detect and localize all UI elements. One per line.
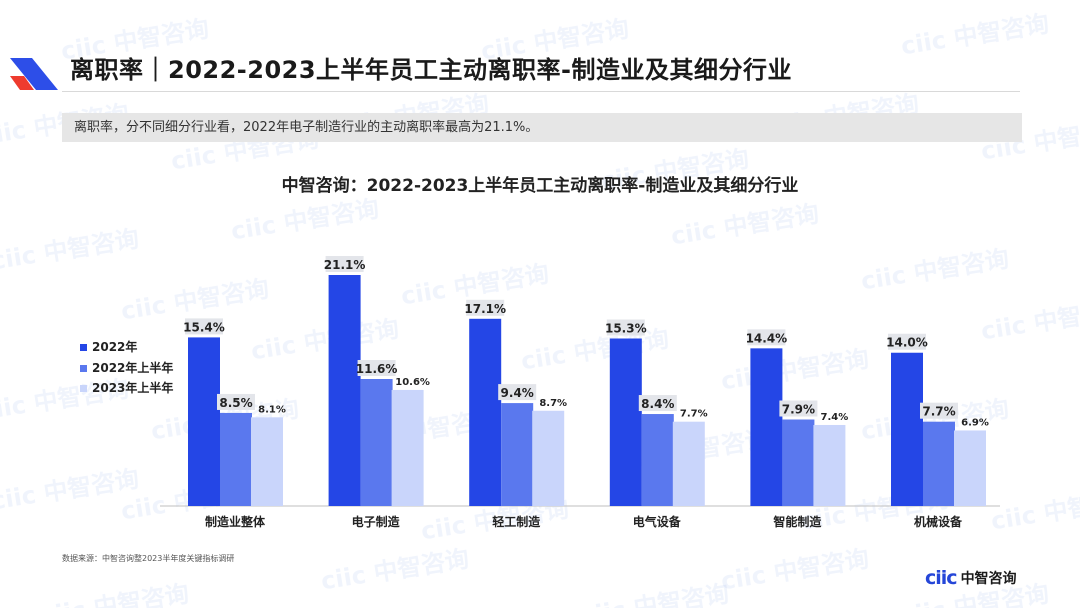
data-label: 17.1%	[464, 302, 506, 316]
bar-3-6	[954, 430, 986, 506]
summary-box: 离职率，分不同细分行业看，2022年电子制造行业的主动离职率最高为21.1%。	[62, 113, 1022, 142]
bar-2-5	[782, 419, 815, 506]
data-label-bg	[747, 329, 786, 346]
category-label: 轻工制造	[492, 514, 541, 529]
data-label-bg	[779, 400, 818, 417]
bar-3-2	[391, 389, 424, 506]
data-label-bg	[357, 360, 396, 377]
bar-2-2	[360, 379, 393, 506]
brand-name: 中智咨询	[960, 571, 1017, 587]
chart-title: 中智咨询：2022-2023上半年员工主动离职率-制造业及其细分行业	[281, 176, 799, 196]
data-label: 14.4%	[746, 331, 788, 345]
bar-1-4	[609, 338, 642, 506]
bar-2-1	[220, 412, 252, 506]
data-label-bg	[920, 402, 958, 419]
title-divider	[62, 91, 1020, 92]
legend-label: 2022年	[92, 339, 137, 354]
bar-1-3	[469, 318, 502, 506]
data-label-small: 7.7%	[680, 409, 708, 420]
bar-3-5	[813, 424, 846, 506]
legend-swatch	[80, 365, 87, 372]
legend-label: 2023年上半年	[92, 380, 173, 395]
page-title: 离职率｜2022-2023上半年员工主动离职率-制造业及其细分行业	[70, 56, 793, 84]
bar-1-6	[891, 352, 923, 506]
data-source-note: 数据来源：中智咨询整2023半年度关键指标调研	[62, 554, 235, 563]
data-label: 21.1%	[324, 258, 366, 272]
bar-1-2	[328, 275, 361, 506]
data-label: 7.9%	[782, 403, 815, 417]
bar-3-1	[251, 417, 283, 506]
category-label: 制造业整体	[205, 514, 266, 529]
bar-2-4	[641, 414, 674, 506]
data-label: 7.7%	[922, 405, 955, 419]
data-label: 15.4%	[183, 320, 225, 334]
data-label-bg	[217, 393, 255, 410]
data-label-bg	[888, 333, 926, 350]
data-label-bg	[498, 384, 537, 401]
data-label: 9.4%	[501, 386, 534, 400]
bar-3-4	[672, 421, 705, 506]
data-label: 8.4%	[641, 397, 674, 411]
category-label: 电子制造	[352, 514, 401, 529]
category-label: 电气设备	[633, 514, 682, 529]
data-label-bg	[638, 395, 677, 412]
data-label-bg	[466, 299, 505, 316]
brand-logo-icon	[10, 58, 58, 90]
bar-2-6	[923, 421, 955, 506]
legend-swatch	[80, 385, 87, 392]
data-label-small: 10.6%	[395, 377, 430, 388]
data-label-small: 8.1%	[258, 404, 286, 415]
data-label-small: 6.9%	[961, 417, 989, 428]
legend-label: 2022年上半年	[92, 360, 173, 375]
data-label: 11.6%	[356, 362, 398, 376]
brand-mark: ciic	[925, 567, 958, 589]
data-label-bg	[606, 319, 645, 336]
summary-text: 离职率，分不同细分行业看，2022年电子制造行业的主动离职率最高为21.1%。	[74, 120, 539, 135]
data-label: 14.0%	[886, 336, 928, 350]
data-label: 8.5%	[219, 396, 252, 410]
bar-3-3	[532, 410, 565, 506]
footer-brand: ciic 中智咨询	[925, 566, 1017, 590]
data-label-bg	[325, 256, 364, 272]
data-label-bg	[185, 318, 223, 335]
category-label: 机械设备	[914, 514, 963, 529]
bar-2-3	[501, 403, 534, 506]
data-label: 15.3%	[605, 321, 647, 335]
legend-swatch	[80, 344, 87, 351]
bar-1-5	[750, 348, 783, 506]
data-label-small: 7.4%	[821, 412, 849, 423]
category-label: 智能制造	[772, 514, 822, 529]
bar-1-1	[188, 337, 220, 506]
data-label-small: 8.7%	[539, 398, 567, 409]
